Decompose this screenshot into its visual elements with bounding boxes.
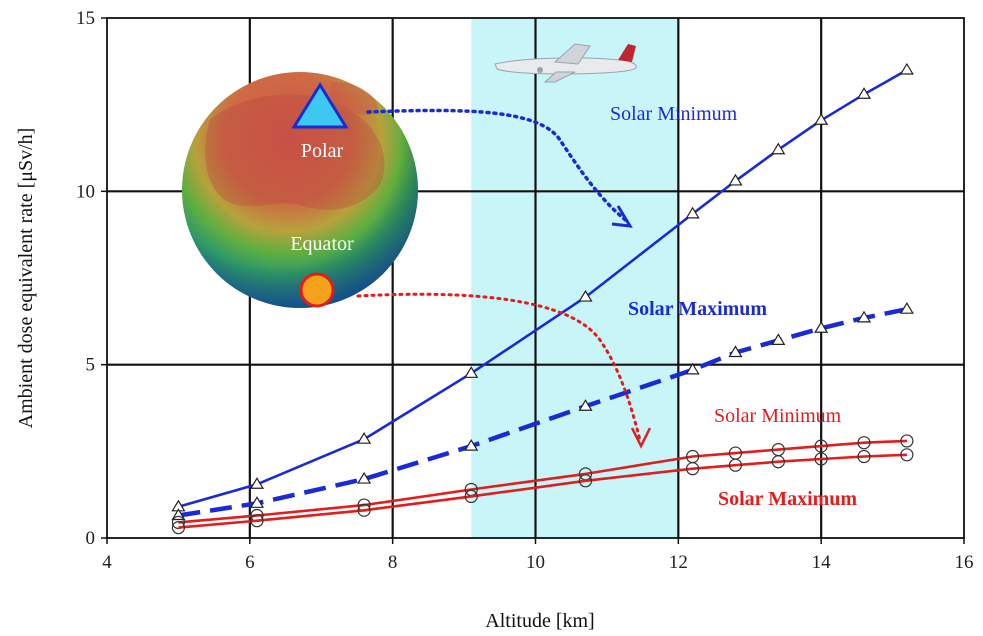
data-point-triangle bbox=[856, 310, 872, 323]
x-tick-label: 4 bbox=[102, 552, 112, 573]
data-point-triangle bbox=[728, 345, 743, 358]
globe-illustration: Polar Equator bbox=[182, 72, 418, 308]
x-tick-label: 12 bbox=[669, 552, 688, 573]
data-point-circle bbox=[464, 489, 478, 503]
data-point-circle bbox=[250, 514, 264, 528]
data-point-circle bbox=[900, 434, 914, 448]
polar-triangle-marker bbox=[291, 82, 349, 129]
series-line-3 bbox=[178, 453, 907, 529]
series-line-2 bbox=[178, 439, 907, 524]
x-tick-label: 8 bbox=[388, 552, 398, 573]
data-point-triangle bbox=[249, 496, 265, 508]
data-point-triangle bbox=[357, 471, 372, 484]
y-axis-label: Ambient dose equivalent rate [μSv/h] bbox=[15, 128, 37, 429]
y-tick-label: 10 bbox=[76, 181, 95, 202]
x-tick-label: 14 bbox=[812, 552, 832, 573]
globe-shade bbox=[182, 72, 418, 308]
data-point-circle bbox=[814, 452, 828, 466]
y-tick-label: 15 bbox=[76, 8, 95, 29]
equator-arrow bbox=[356, 292, 642, 442]
flight-altitude-band bbox=[471, 18, 679, 538]
data-point-circle bbox=[728, 458, 743, 472]
data-point-triangle bbox=[771, 333, 786, 345]
airplane-icon bbox=[494, 43, 637, 83]
y-tick-label: 5 bbox=[86, 355, 96, 376]
data-point-triangle bbox=[685, 206, 700, 219]
data-point-circle bbox=[771, 455, 785, 469]
data-point-circle bbox=[578, 474, 593, 488]
data-point-triangle bbox=[814, 321, 829, 333]
polar-arrow bbox=[366, 108, 630, 224]
x-tick-label: 6 bbox=[245, 552, 255, 573]
data-point-circle bbox=[171, 515, 186, 530]
data-point-triangle bbox=[464, 438, 479, 451]
data-point-circle bbox=[814, 439, 828, 453]
data-point-triangle bbox=[249, 477, 265, 489]
data-point-triangle bbox=[899, 302, 914, 314]
equator-label: Equator bbox=[290, 233, 354, 255]
data-point-triangle bbox=[464, 366, 479, 378]
polar-solar-max-label: Solar Maximum bbox=[628, 298, 767, 320]
series-layer bbox=[171, 62, 914, 535]
data-point-triangle bbox=[814, 113, 829, 125]
series-line-1 bbox=[178, 306, 908, 518]
y-tick-label: 0 bbox=[86, 528, 96, 549]
data-point-triangle bbox=[771, 142, 786, 155]
data-point-triangle bbox=[357, 432, 372, 444]
axis-ticks: 4 6 8 10 12 14 16 0 5 10 15 bbox=[76, 8, 974, 573]
polar-arrowhead bbox=[611, 205, 633, 228]
x-tick-label: 10 bbox=[526, 552, 545, 573]
data-point-triangle bbox=[578, 399, 593, 411]
equator-circle-marker bbox=[299, 272, 335, 308]
data-point-circle bbox=[857, 436, 871, 450]
equator-arrowhead bbox=[630, 427, 652, 449]
equator-solar-min-label: Solar Minimum bbox=[714, 405, 842, 427]
data-point-triangle bbox=[899, 62, 914, 75]
data-point-circle bbox=[686, 462, 700, 476]
polar-label: Polar bbox=[301, 140, 344, 162]
equator-solar-max-label: Solar Maximum bbox=[718, 488, 857, 510]
data-point-triangle bbox=[578, 289, 593, 302]
data-point-circle bbox=[171, 520, 186, 535]
x-tick-label: 16 bbox=[955, 552, 974, 573]
data-point-circle bbox=[900, 448, 914, 462]
x-axis-label: Altitude [km] bbox=[485, 610, 594, 632]
data-point-circle bbox=[857, 449, 871, 464]
data-point-circle bbox=[357, 503, 371, 517]
data-point-triangle bbox=[685, 362, 700, 375]
data-point-triangle bbox=[856, 87, 872, 99]
data-point-triangle bbox=[728, 173, 743, 186]
polar-solar-min-label: Solar Minimum bbox=[610, 103, 738, 125]
